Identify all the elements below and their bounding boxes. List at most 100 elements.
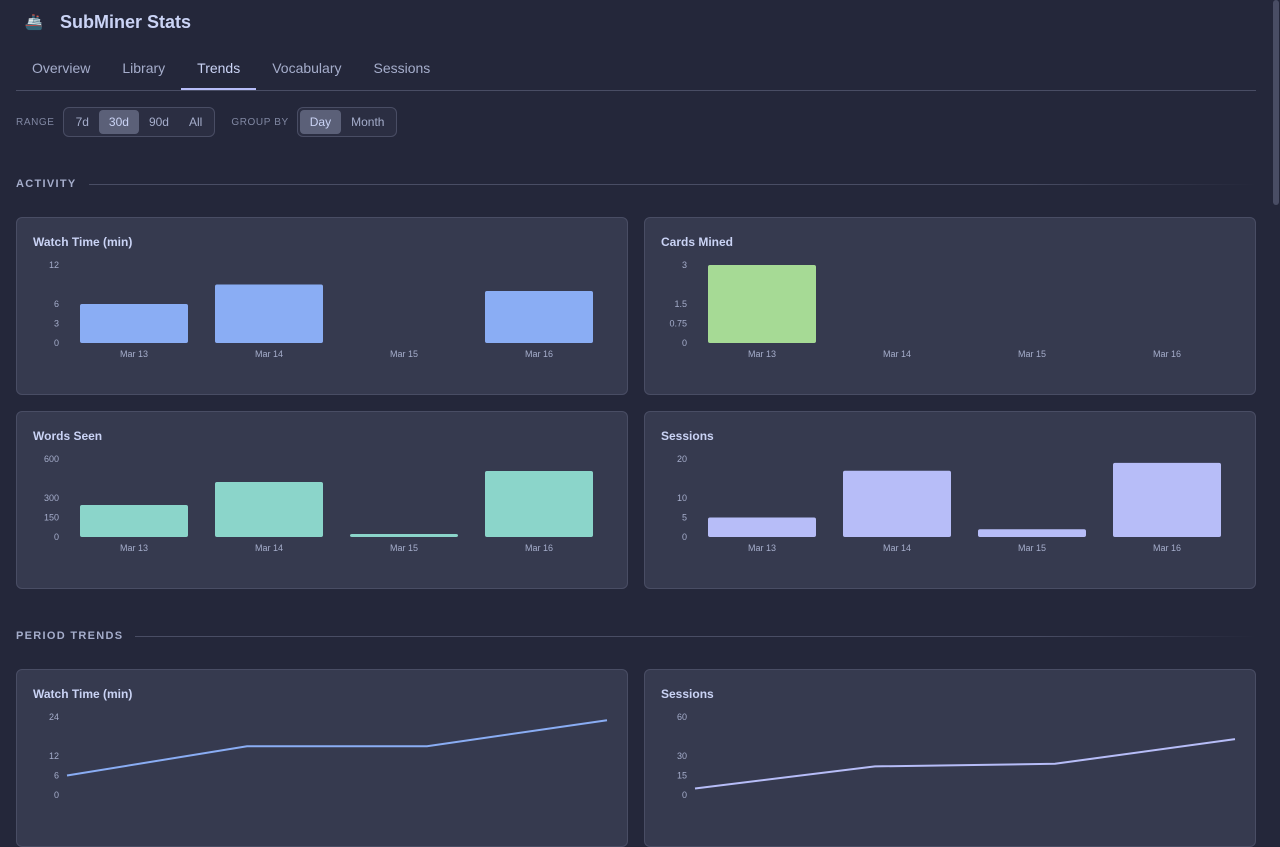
chart-title: Watch Time (min)	[33, 687, 133, 701]
bar[interactable]	[80, 505, 188, 537]
app-header: 🚢 SubMiner Stats	[24, 12, 191, 33]
words-seen-chart: Words Seen 0 150 300 600 Mar 13 Mar 14 Mar 15 Ma…	[16, 411, 628, 589]
range-90d-button[interactable]: 90d	[148, 115, 169, 129]
chart-svg: 0 0.75 1.5 3 Mar 13 Mar 14 Mar 15 Mar 16	[669, 260, 1181, 359]
chart-title: Sessions	[661, 687, 714, 701]
period-trends-section-heading: PERIOD TRENDS	[16, 630, 1256, 642]
x-tick-label: Mar 15	[1018, 543, 1046, 553]
y-tick-label: 0	[682, 790, 687, 800]
tab-library[interactable]: Library	[122, 60, 166, 76]
chart-title: Cards Mined	[661, 235, 734, 249]
x-tick-label: Mar 13	[748, 349, 776, 359]
group-month-button[interactable]: Month	[351, 115, 385, 129]
y-tick-label: 0	[682, 338, 687, 348]
y-tick-label: 10	[677, 493, 687, 503]
y-tick-label: 20	[677, 454, 687, 464]
y-tick-label: 12	[49, 751, 59, 761]
chart-svg: 0 150 300 600 Mar 13 Mar 14 Mar 15 Mar 16	[44, 454, 593, 553]
x-tick-label: Mar 15	[1018, 349, 1046, 359]
y-tick-label: 12	[49, 260, 59, 270]
y-tick-label: 15	[677, 771, 687, 781]
y-tick-label: 0	[54, 338, 59, 348]
app-title: SubMiner Stats	[60, 12, 192, 32]
scrollbar[interactable]	[1272, 0, 1280, 800]
x-tick-label: Mar 15	[390, 543, 418, 553]
y-tick-label: 5	[682, 513, 687, 523]
y-tick-label: 30	[677, 751, 687, 761]
tab-vocabulary[interactable]: Vocabulary	[272, 60, 342, 76]
y-tick-label: 6	[54, 771, 59, 781]
bar[interactable]	[80, 304, 188, 343]
bar[interactable]	[708, 265, 816, 343]
x-tick-label: Mar 16	[525, 349, 553, 359]
x-tick-label: Mar 15	[390, 349, 418, 359]
period-watch-time-chart: Watch Time (min) 0 6 12 24	[16, 669, 628, 847]
filter-controls: RANGE 7d 30d 90d All GROUP BY Day Month	[16, 107, 405, 137]
range-30d-button[interactable]: 30d	[98, 110, 139, 134]
y-tick-label: 1.5	[674, 299, 687, 309]
bar[interactable]	[215, 284, 323, 344]
bar[interactable]	[485, 291, 593, 343]
activity-section-heading: ACTIVITY	[16, 178, 1256, 190]
x-tick-label: Mar 13	[120, 349, 148, 359]
x-tick-label: Mar 14	[883, 349, 911, 359]
y-tick-label: 24	[49, 712, 59, 722]
x-tick-label: Mar 13	[120, 543, 148, 553]
y-tick-label: 0	[54, 790, 59, 800]
y-tick-label: 600	[44, 454, 59, 464]
group-by-selector: Day Month	[296, 107, 398, 137]
x-tick-label: Mar 16	[1153, 349, 1181, 359]
series-line	[694, 738, 1236, 790]
series-line	[66, 719, 608, 777]
watch-time-chart: Watch Time (min) 0 3 6 12 Mar 13 Mar 14 Mar 15 M…	[16, 217, 628, 395]
x-tick-label: Mar 13	[748, 543, 776, 553]
tab-bar: Overview Library Trends Vocabulary Sessi…	[16, 50, 1256, 91]
tab-sessions[interactable]: Sessions	[373, 60, 431, 76]
divider	[88, 183, 1256, 185]
period-trends-title: PERIOD TRENDS	[16, 630, 124, 642]
y-tick-label: 3	[54, 319, 59, 329]
x-tick-label: Mar 16	[525, 543, 553, 553]
group-by-label: GROUP BY	[231, 116, 289, 128]
chart-svg: 0 15 30 60	[677, 712, 1236, 800]
y-tick-label: 6	[54, 299, 59, 309]
range-label: RANGE	[16, 116, 55, 128]
activity-title: ACTIVITY	[16, 178, 77, 190]
cards-mined-chart: Cards Mined 0 0.75 1.5 3 Mar 13 Mar 14 Mar 15 Ma…	[644, 217, 1256, 395]
bar[interactable]	[1113, 462, 1221, 537]
x-tick-label: Mar 14	[255, 349, 283, 359]
range-selector: 7d 30d 90d All	[62, 107, 216, 137]
bar[interactable]	[708, 517, 816, 538]
y-tick-label: 0	[682, 532, 687, 542]
tab-trends[interactable]: Trends	[181, 50, 257, 90]
y-tick-label: 300	[44, 493, 59, 503]
divider	[135, 635, 1256, 637]
bar[interactable]	[843, 470, 951, 537]
range-7d-button[interactable]: 7d	[75, 115, 89, 129]
x-tick-label: Mar 14	[883, 543, 911, 553]
x-tick-label: Mar 14	[255, 543, 283, 553]
y-tick-label: 150	[44, 513, 59, 523]
y-tick-label: 3	[682, 260, 687, 270]
submarine-icon: 🚢	[24, 13, 44, 31]
period-sessions-chart: Sessions 0 15 30 60	[644, 669, 1256, 847]
chart-title: Sessions	[661, 429, 714, 443]
tab-overview[interactable]: Overview	[32, 60, 91, 76]
bar[interactable]	[215, 482, 323, 537]
bar[interactable]	[350, 534, 458, 537]
y-tick-label: 0.75	[669, 319, 687, 329]
bar[interactable]	[485, 470, 593, 537]
chart-svg: 0 6 12 24	[49, 712, 608, 800]
bar[interactable]	[978, 529, 1086, 537]
chart-svg: 0 5 10 20 Mar 13 Mar 14 Mar 15 Mar 16	[677, 454, 1221, 553]
chart-title: Watch Time (min)	[33, 235, 133, 249]
scrollbar-thumb[interactable]	[1273, 0, 1279, 205]
y-tick-label: 0	[54, 532, 59, 542]
x-tick-label: Mar 16	[1153, 543, 1181, 553]
group-day-button[interactable]: Day	[299, 110, 342, 134]
chart-svg: 0 3 6 12 Mar 13 Mar 14 Mar 15 Mar 16	[49, 260, 593, 359]
range-all-button[interactable]: All	[188, 115, 203, 129]
y-tick-label: 60	[677, 712, 687, 722]
chart-title: Words Seen	[33, 429, 103, 443]
sessions-chart: Sessions 0 5 10 20 Mar 13 Mar 14 Mar 15 Mar 16	[644, 411, 1256, 589]
